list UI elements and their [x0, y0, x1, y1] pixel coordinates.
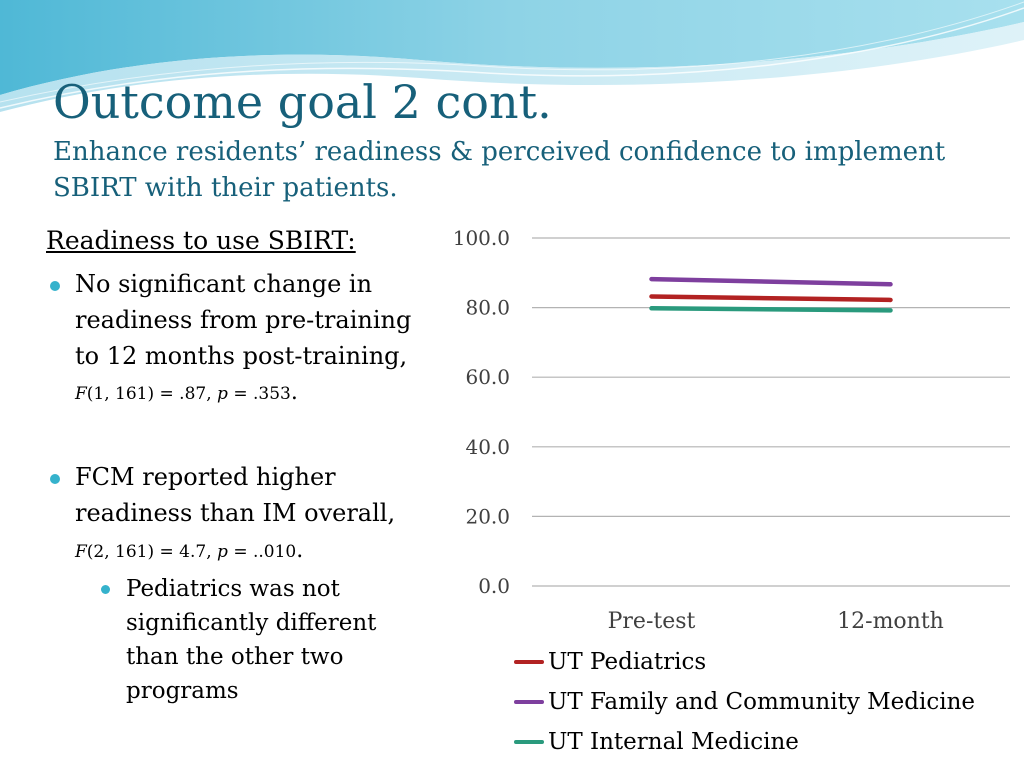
readiness-line-chart: 0.0 20.0 40.0 60.0 80.0 100.0 Pre-test 12-month: [453, 226, 1010, 634]
sub-bullet-text: Pediatrics was not significantly differe…: [126, 576, 377, 704]
slide-title: Outcome goal 2 cont.: [53, 75, 552, 129]
stat-text: (2, 161) = 4.7,: [86, 542, 218, 562]
legend-swatch-pediatrics: [514, 660, 544, 664]
slide-subtitle: Enhance residents’ readiness & perceived…: [53, 137, 946, 203]
left-text-panel: Readiness to use SBIRT: No significant c…: [46, 224, 446, 704]
bullet-1-text: No significant change in readiness from …: [75, 270, 412, 370]
stat-period: .: [290, 380, 298, 405]
series-line-ut-internal-medicine: [649, 306, 893, 313]
stat-p-symbol: p: [217, 542, 228, 562]
stat-text: (1, 161) = .87,: [86, 384, 218, 404]
y-tick-label: 0.0: [478, 574, 510, 598]
legend-label-pediatrics: UT Pediatrics: [548, 649, 707, 675]
series-line-ut-family-and-community-medicine: [649, 276, 893, 287]
legend-label-family-medicine: UT Family and Community Medicine: [548, 689, 976, 715]
bullet-2-stat: F(2, 161) = 4.7, p = ..010.: [75, 539, 303, 564]
sub-bullet-dot: [101, 585, 110, 594]
bullet-dot-2: [50, 474, 60, 484]
legend-swatch-internal-medicine: [514, 740, 544, 744]
y-tick-label: 40.0: [465, 435, 510, 459]
bullet-2-text: FCM reported higher readiness than IM ov…: [75, 463, 396, 527]
y-tick-label: 60.0: [465, 365, 510, 389]
x-tick-label: Pre-test: [608, 609, 696, 634]
y-tick-label: 100.0: [453, 226, 510, 250]
legend-swatch-family-medicine: [514, 700, 544, 704]
stat-p-symbol: p: [217, 384, 228, 404]
bullet-1-stat: F(1, 161) = .87, p = .353.: [75, 381, 298, 406]
header-wave-decoration: [0, 0, 1024, 112]
y-tick-label: 20.0: [465, 504, 510, 528]
stat-text: = ..010: [227, 542, 297, 562]
x-tick-label: 12-month: [837, 609, 944, 634]
stat-f-symbol: F: [75, 384, 87, 404]
legend-label-internal-medicine: UT Internal Medicine: [548, 729, 799, 755]
stat-f-symbol: F: [75, 542, 87, 562]
bullet-dot-1: [50, 281, 60, 291]
y-tick-label: 80.0: [465, 296, 510, 320]
series-line-ut-pediatrics: [649, 294, 893, 303]
readiness-heading: Readiness to use SBIRT:: [46, 226, 356, 255]
stat-text: = .353: [227, 384, 291, 404]
stat-period: .: [296, 538, 304, 563]
